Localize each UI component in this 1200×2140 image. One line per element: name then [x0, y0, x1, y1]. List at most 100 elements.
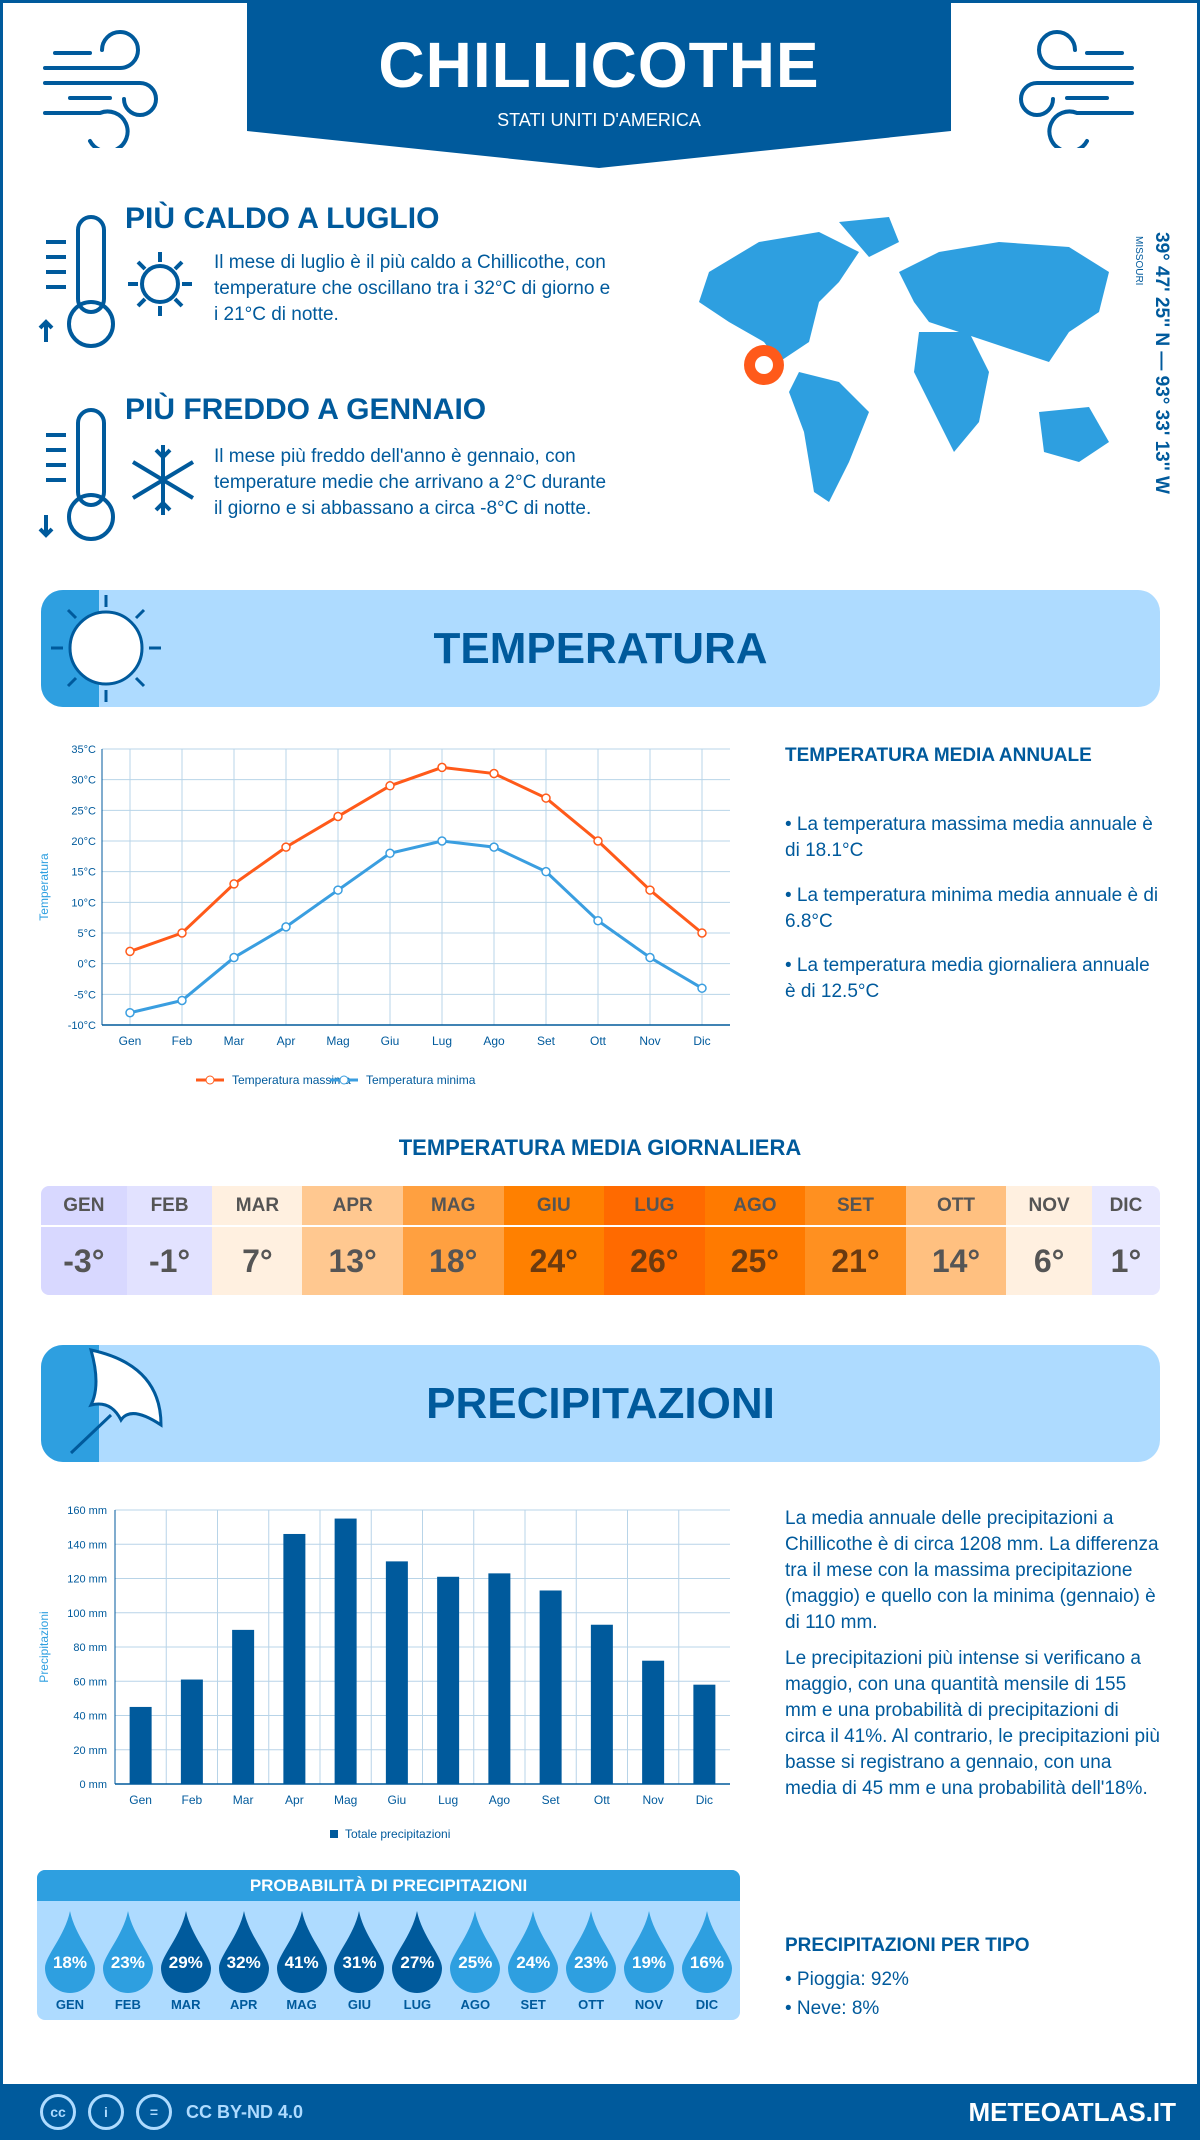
probability-item: 24% SET — [505, 1901, 561, 2012]
precip-summary: La media annuale delle precipitazioni a … — [785, 1508, 1159, 1633]
probability-item: 16% DIC — [679, 1901, 735, 2012]
precipitation-banner: PRECIPITAZIONI — [41, 1345, 1160, 1462]
x-tick-label: Giu — [388, 1793, 407, 1807]
x-tick-label: Dic — [696, 1793, 713, 1807]
y-tick-label: 80 mm — [73, 1642, 107, 1654]
coordinates: 39° 47' 25'' N — 93° 33' 13'' W — [1151, 232, 1172, 494]
data-point — [489, 842, 499, 852]
raindrop-icon: 23% — [566, 1911, 617, 1993]
thermometer-cold-icon — [38, 408, 195, 541]
probability-value: 19% — [632, 1953, 667, 1972]
data-point — [281, 922, 291, 932]
probability-item: 41% MAG — [274, 1901, 330, 2012]
probability-value: 24% — [516, 1953, 551, 1972]
x-tick-label: Set — [537, 1034, 556, 1048]
legend-marker — [205, 1075, 215, 1085]
precip-type-title: PRECIPITAZIONI PER TIPO — [785, 1935, 1030, 1956]
precip-probability-panel: PROBABILITÀ DI PRECIPITAZIONI 18% GEN 23% F… — [37, 1870, 740, 2020]
probability-value: 16% — [689, 1953, 724, 1972]
probability-value: 29% — [168, 1953, 203, 1972]
precip-bar — [642, 1660, 665, 1784]
probability-value: 18% — [52, 1953, 87, 1972]
probability-month: LUG — [403, 1997, 432, 2012]
y-tick-label: 35°C — [71, 744, 96, 756]
temperature-title: TEMPERATURA — [433, 624, 768, 673]
probability-month: MAR — [170, 1997, 201, 2012]
y-tick-label: 20 mm — [73, 1745, 107, 1757]
precipitation-title: PRECIPITAZIONI — [426, 1379, 775, 1428]
annual-temp-bullet: • La temperatura media giornaliera annua… — [785, 955, 1150, 1002]
x-tick-label: Feb — [182, 1793, 203, 1807]
precip-type-snow: • Neve: 8% — [785, 1998, 880, 2019]
probability-month: DIC — [695, 1997, 719, 2012]
data-point — [645, 952, 655, 963]
x-tick-label: Lug — [438, 1793, 458, 1807]
sun-icon — [51, 595, 161, 702]
daily-month-label: SET — [805, 1186, 906, 1227]
precip-bar — [385, 1561, 408, 1784]
data-point — [229, 879, 239, 889]
daily-month-label: LUG — [604, 1186, 705, 1227]
precip-bar — [334, 1518, 357, 1784]
data-point — [437, 836, 447, 846]
raindrop-icon: 16% — [681, 1911, 732, 1993]
precip-bar — [693, 1684, 716, 1784]
raindrop-icon: 32% — [218, 1911, 269, 1993]
data-point — [697, 983, 707, 993]
data-point — [281, 842, 291, 852]
y-tick-label: 10°C — [71, 897, 96, 909]
x-tick-label: Giu — [381, 1034, 400, 1048]
daily-temp-value: 18° — [402, 1226, 504, 1295]
x-tick-label: Feb — [172, 1034, 193, 1048]
probability-item: 31% GIU — [331, 1901, 387, 2012]
data-point — [593, 915, 603, 926]
data-point — [229, 952, 239, 963]
probability-item: 25% AGO — [447, 1901, 503, 2012]
probability-month: GEN — [55, 1997, 85, 2012]
daily-month-label: MAR — [212, 1186, 303, 1227]
city-title: CHILLICOTHE — [378, 29, 820, 101]
attribution-icon: i — [88, 2094, 124, 2130]
annual-temp-bullet: • La temperatura massima media annuale è… — [785, 814, 1153, 861]
data-point — [697, 928, 707, 938]
y-axis-label: Precipitazioni — [37, 1611, 51, 1682]
x-tick-label: Mar — [224, 1034, 245, 1048]
y-tick-label: 60 mm — [73, 1676, 107, 1688]
probability-item: 19% NOV — [621, 1901, 677, 2012]
data-point — [645, 885, 655, 895]
country-subtitle: STATI UNITI D'AMERICA — [497, 110, 701, 130]
y-tick-label: 15°C — [71, 867, 96, 879]
legend-marker — [339, 1075, 349, 1085]
daily-temp-value: -1° — [126, 1226, 213, 1295]
hottest-title: PIÙ CALDO A LUGLIO — [125, 202, 440, 235]
y-tick-label: 5°C — [78, 928, 97, 940]
probability-title: PROBABILITÀ DI PRECIPITAZIONI — [37, 1870, 740, 1901]
probability-month: NOV — [634, 1997, 664, 2012]
raindrop-icon: 19% — [624, 1911, 675, 1993]
temperature-chart: -10°C -5°C 0°C 5°C 10°C 15°C 20°C 25°C 30°C 35°C G… — [37, 744, 730, 1087]
daily-month-label: DIC — [1091, 1186, 1160, 1227]
daily-temp-value: -3° — [41, 1226, 127, 1295]
daily-month-label: MAG — [402, 1186, 504, 1227]
probability-item: 23% OTT — [563, 1901, 619, 2012]
y-tick-label: 120 mm — [67, 1574, 107, 1586]
x-tick-label: Nov — [642, 1793, 663, 1807]
x-tick-label: Ago — [489, 1793, 511, 1807]
daily-temp-title: TEMPERATURA MEDIA GIORNALIERA — [398, 1135, 802, 1160]
x-tick-label: Dic — [693, 1034, 710, 1048]
daily-temp-value: 1° — [1091, 1226, 1160, 1295]
y-tick-label: 40 mm — [73, 1711, 107, 1723]
daily-temp-value: 6° — [1006, 1226, 1092, 1295]
x-tick-label: Ott — [590, 1034, 607, 1048]
header-banner: CHILLICOTHE STATI UNITI D'AMERICA — [247, 0, 951, 168]
probability-value: 23% — [574, 1953, 609, 1972]
raindrop-icon: 27% — [392, 1911, 443, 1993]
raindrop-icon: 29% — [160, 1911, 211, 1993]
world-map — [699, 217, 1109, 502]
precip-bar — [283, 1533, 306, 1784]
probability-item: 32% APR — [216, 1901, 272, 2012]
probability-month: APR — [229, 1997, 258, 2012]
daily-month-label: GEN — [41, 1186, 127, 1227]
brand-link[interactable]: METEOATLAS.IT — [968, 2097, 1176, 2127]
x-tick-label: Gen — [119, 1034, 142, 1048]
